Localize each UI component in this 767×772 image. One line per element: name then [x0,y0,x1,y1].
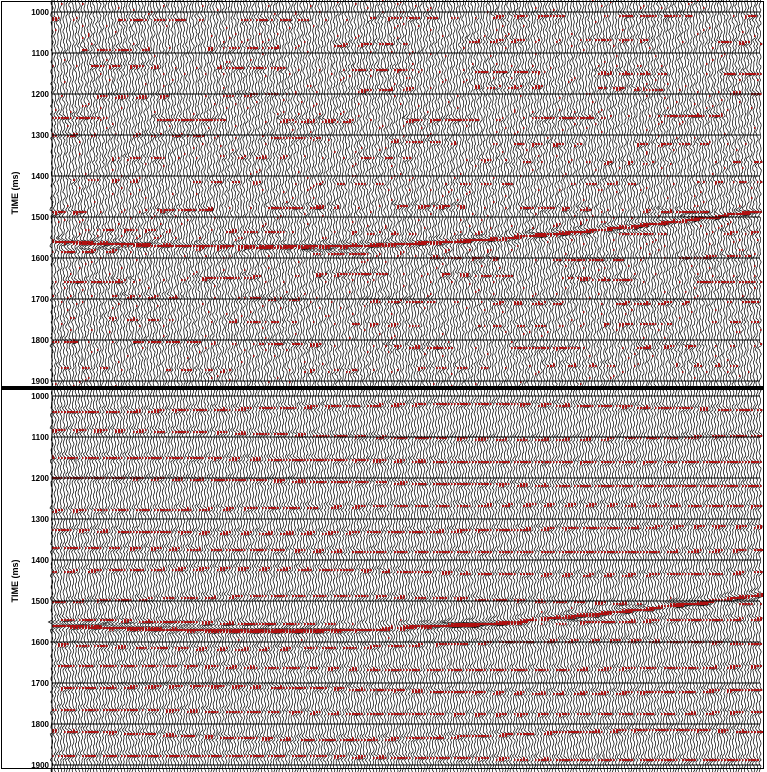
y-tick-label: 1700 [31,295,49,304]
y-tick-label: 1300 [31,131,49,140]
y-tick-label: 1800 [31,720,49,729]
seismic-section-top: TIME (ms) 1000 1100 1200 1300 1400 1500 1600 170… [10,0,763,386]
y-tick-label: 1300 [31,515,49,524]
y-tick-label: 1800 [31,336,49,345]
y-tick-label: 1200 [31,90,49,99]
wiggle-traces [49,0,763,386]
y-tick-label: 1500 [31,213,49,222]
y-tick-label: 1700 [31,679,49,688]
y-tick-label: 1500 [31,597,49,606]
y-tick-label: 1600 [31,638,49,647]
y-tick-label: 1400 [31,556,49,565]
y-tick-label: 1100 [32,433,50,442]
panel-divider [2,386,764,390]
y-tick-label: 1900 [31,377,49,386]
seismic-panel-bottom: TIME (ms) 1000 1100 1200 1300 1400 1500 1600 170… [0,390,767,772]
y-tick-label: 1200 [31,474,49,483]
y-axis-label: TIME (ms) [10,559,20,602]
y-tick-label: 1900 [31,761,49,770]
y-tick-label: 1000 [31,8,49,17]
wiggle-traces [47,390,764,772]
y-tick-label: 1100 [32,49,50,58]
y-axis-label: TIME (ms) [10,171,20,214]
seismic-panel-top: TIME (ms) 1000 1100 1200 1300 1400 1500 1600 170… [10,0,763,386]
seismic-section-bottom: TIME (ms) 1000 1100 1200 1300 1400 1500 1600 170… [10,390,764,772]
y-tick-label: 1400 [31,172,49,181]
y-tick-label: 1000 [31,392,49,401]
y-tick-label: 1600 [31,254,49,263]
